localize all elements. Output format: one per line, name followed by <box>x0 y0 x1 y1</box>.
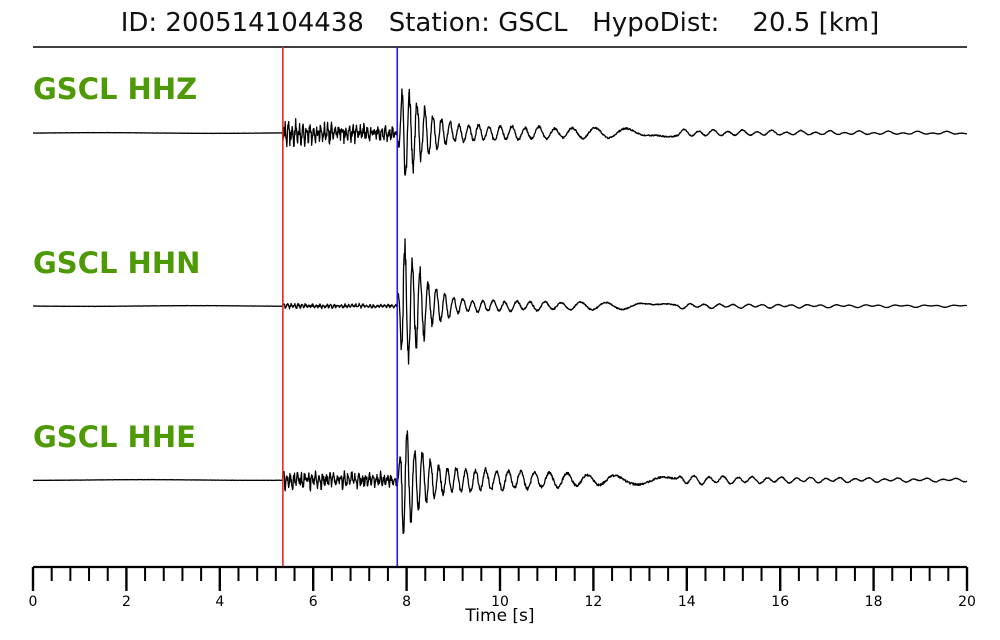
trace-gscl-hhz <box>32 88 968 176</box>
x-tick-label: 10 <box>491 594 509 610</box>
trace-gscl-hhn <box>32 238 968 365</box>
x-tick-label: 2 <box>122 594 131 610</box>
x-tick-label: 4 <box>215 594 224 610</box>
x-tick-label: 6 <box>309 594 318 610</box>
x-tick-label: 12 <box>584 594 602 610</box>
trace-label-hhe: GSCL HHE <box>33 420 196 454</box>
trace-label-hhn: GSCL HHN <box>33 246 201 280</box>
x-tick-label: 20 <box>958 594 976 610</box>
x-tick-label: 18 <box>865 594 883 610</box>
picks-group <box>282 47 399 567</box>
x-tick-label: 16 <box>771 594 789 610</box>
trace-gscl-hhe <box>32 430 968 534</box>
trace-label-hhz: GSCL HHZ <box>33 72 198 106</box>
traces-group <box>32 88 968 534</box>
x-tick-label: 14 <box>678 594 696 610</box>
x-tick-label: 0 <box>29 594 38 610</box>
chart-title: ID: 200514104438 Station: GSCL HypoDist:… <box>120 8 880 38</box>
time-axis: 0 2 4 6 8 10 12 14 16 18 20 <box>29 565 976 610</box>
x-tick-label: 8 <box>402 594 411 610</box>
x-axis-label: Time [s] <box>465 606 535 626</box>
